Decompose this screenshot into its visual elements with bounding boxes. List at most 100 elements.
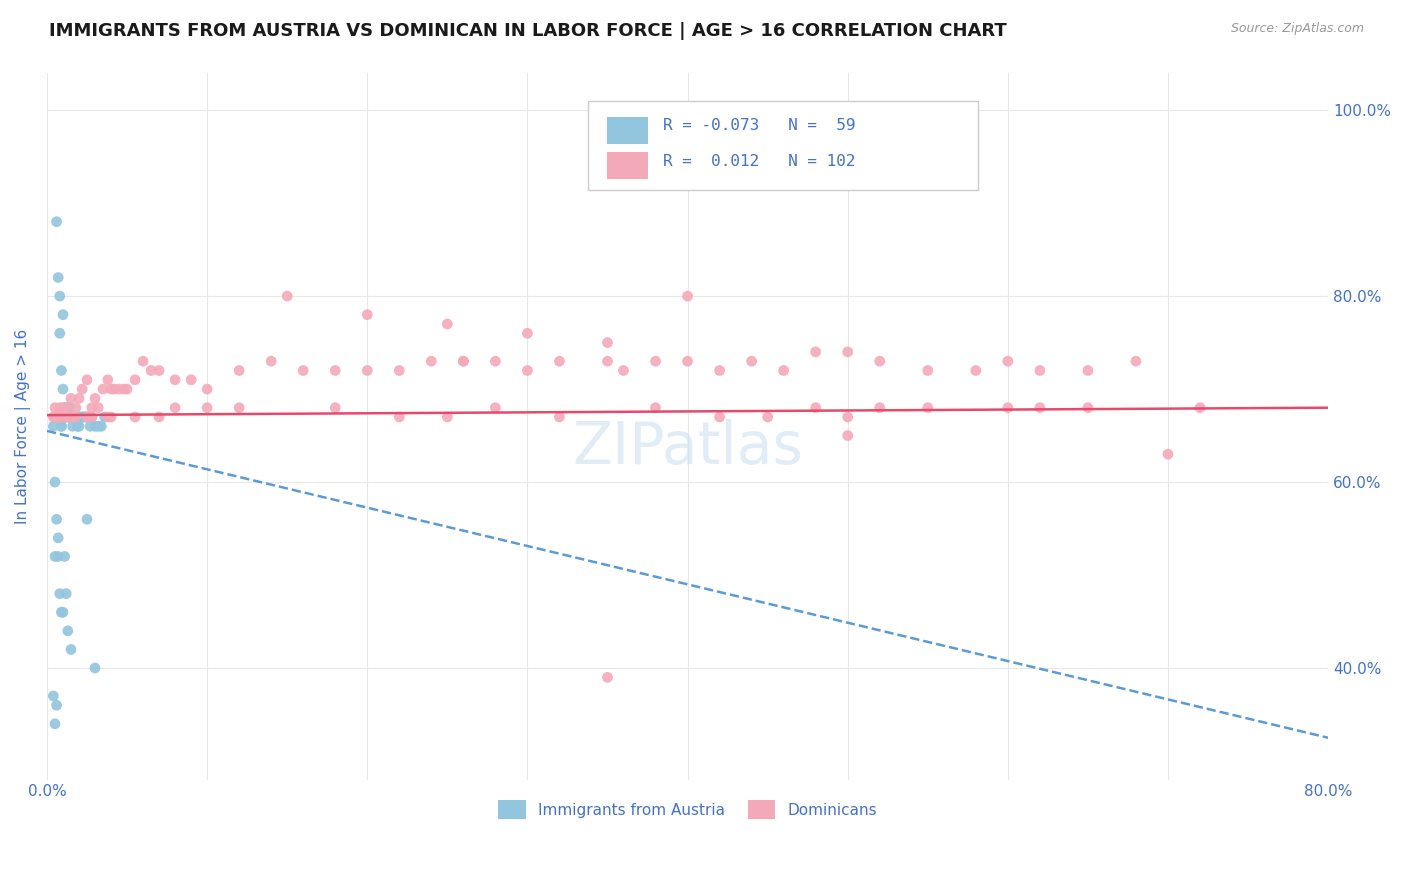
Point: [76, 409, 98, 424]
Point: [56, 409, 79, 424]
Point: [1029, 363, 1052, 377]
Point: [323, 363, 346, 377]
Point: [228, 401, 250, 415]
Point: [46, 409, 69, 424]
Point: [70, 409, 93, 424]
Point: [676, 354, 699, 368]
Point: [709, 363, 731, 377]
Point: [56, 409, 79, 424]
Point: [453, 354, 475, 368]
Point: [87, 419, 110, 434]
Point: [115, 382, 138, 396]
FancyBboxPatch shape: [607, 153, 648, 179]
Y-axis label: In Labor Force | Age > 16: In Labor Force | Age > 16: [15, 328, 31, 524]
Point: [292, 363, 315, 377]
Point: [51, 419, 73, 434]
Point: [49, 401, 72, 415]
Point: [58, 409, 80, 424]
FancyBboxPatch shape: [607, 117, 648, 144]
Point: [756, 409, 779, 424]
Point: [804, 401, 827, 415]
Text: R =  0.012   N = 102: R = 0.012 N = 102: [664, 153, 856, 169]
Point: [132, 354, 155, 368]
Point: [148, 409, 170, 424]
Point: [548, 354, 571, 368]
Point: [49, 587, 72, 601]
Point: [44, 475, 66, 489]
Point: [55, 401, 77, 415]
Point: [869, 354, 891, 368]
Point: [548, 409, 571, 424]
Point: [76, 373, 98, 387]
FancyBboxPatch shape: [588, 102, 979, 190]
Text: IMMIGRANTS FROM AUSTRIA VS DOMINICAN IN LABOR FORCE | AGE > 16 CORRELATION CHART: IMMIGRANTS FROM AUSTRIA VS DOMINICAN IN …: [49, 22, 1007, 40]
Point: [1157, 447, 1180, 461]
Point: [1125, 354, 1147, 368]
Point: [612, 363, 634, 377]
Point: [165, 373, 187, 387]
Point: [93, 409, 115, 424]
Point: [709, 409, 731, 424]
Point: [484, 354, 506, 368]
Point: [65, 409, 87, 424]
Point: [869, 401, 891, 415]
Point: [741, 354, 763, 368]
Point: [644, 354, 666, 368]
Legend: Immigrants from Austria, Dominicans: Immigrants from Austria, Dominicans: [492, 794, 883, 825]
Point: [1029, 401, 1052, 415]
Point: [55, 401, 77, 415]
Point: [997, 354, 1019, 368]
Point: [51, 605, 73, 619]
Point: [44, 409, 66, 424]
Point: [388, 409, 411, 424]
Point: [195, 401, 218, 415]
Point: [100, 409, 122, 424]
Point: [45, 409, 67, 424]
Point: [388, 363, 411, 377]
Point: [84, 419, 107, 434]
Point: [837, 345, 859, 359]
Point: [42, 409, 65, 424]
Point: [80, 409, 103, 424]
Point: [63, 409, 86, 424]
Point: [87, 401, 110, 415]
Point: [356, 363, 378, 377]
Point: [51, 409, 73, 424]
Point: [53, 409, 76, 424]
Point: [52, 409, 75, 424]
Point: [165, 401, 187, 415]
Point: [46, 531, 69, 545]
Point: [55, 409, 77, 424]
Point: [59, 392, 82, 406]
Point: [112, 382, 135, 396]
Point: [108, 382, 131, 396]
Point: [195, 382, 218, 396]
Point: [45, 409, 67, 424]
Point: [44, 401, 66, 415]
Point: [420, 354, 443, 368]
Point: [62, 419, 84, 434]
Point: [77, 409, 100, 424]
Point: [356, 308, 378, 322]
Point: [596, 670, 619, 684]
Point: [51, 363, 73, 377]
Point: [276, 289, 298, 303]
Point: [84, 392, 107, 406]
Point: [58, 401, 80, 415]
Point: [596, 354, 619, 368]
Point: [260, 354, 283, 368]
Point: [62, 409, 84, 424]
Point: [67, 409, 90, 424]
Point: [436, 409, 458, 424]
Point: [52, 382, 75, 396]
Point: [62, 409, 84, 424]
Point: [53, 401, 76, 415]
Point: [52, 409, 75, 424]
Point: [91, 382, 114, 396]
Point: [42, 419, 65, 434]
Point: [100, 382, 122, 396]
Point: [70, 382, 93, 396]
Point: [1189, 401, 1212, 415]
Point: [46, 549, 69, 564]
Point: [516, 363, 538, 377]
